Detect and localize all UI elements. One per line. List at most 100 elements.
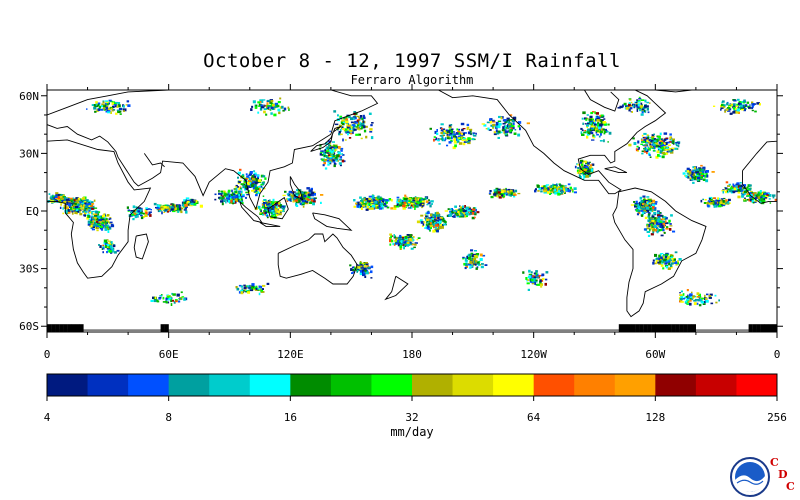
rain-pixel (547, 187, 550, 190)
rain-pixel (87, 213, 90, 216)
rain-pixel (253, 170, 256, 172)
rain-pixel (345, 120, 349, 123)
rain-pixel (582, 160, 585, 163)
rain-pixel (503, 128, 507, 131)
rain-pixel (331, 159, 334, 161)
rain-pixel (324, 149, 327, 151)
rain-pixel (577, 163, 580, 166)
rain-pixel (660, 150, 663, 153)
rain-pixel (599, 140, 603, 142)
rain-pixel (445, 132, 449, 135)
rain-pixel (77, 205, 81, 207)
rain-pixel (252, 174, 256, 176)
rain-pixel (675, 144, 680, 147)
rain-pixel (319, 152, 322, 156)
rain-pixel (220, 193, 223, 196)
rain-pixel (104, 226, 106, 229)
rain-pixel (142, 212, 145, 215)
rain-pixel (634, 204, 637, 206)
rain-pixel (344, 139, 347, 141)
rain-pixel (224, 191, 227, 193)
rain-pixel (730, 187, 733, 189)
rain-pixel (650, 136, 654, 139)
rain-pixel (421, 201, 425, 205)
rain-pixel (337, 128, 339, 131)
rain-pixel (410, 204, 413, 207)
rain-pixel (106, 246, 110, 248)
rain-pixel (255, 285, 258, 289)
rain-pixel (758, 191, 762, 194)
rain-pixel (333, 164, 336, 168)
rain-pixel (539, 283, 543, 286)
rain-pixel (378, 198, 382, 202)
rain-pixel (441, 219, 445, 222)
rain-pixel (433, 138, 435, 142)
rain-pixel (149, 211, 152, 214)
rain-pixel (396, 198, 399, 201)
rain-pixel (591, 126, 595, 128)
rain-pixel (671, 260, 675, 263)
rain-pixel (263, 199, 267, 201)
rain-pixel (596, 127, 600, 130)
rain-pixel (592, 111, 595, 113)
rain-pixel (474, 211, 476, 214)
rain-pixel (375, 206, 378, 209)
rain-pixel (746, 193, 749, 196)
rain-pixel (510, 193, 513, 196)
rain-pixel (603, 130, 607, 134)
rain-pixel (466, 140, 470, 143)
rain-pixel (393, 234, 395, 237)
rain-pixel (274, 208, 278, 212)
rain-pixel (647, 219, 651, 222)
rain-pixel (251, 175, 254, 178)
rain-pixel (379, 202, 384, 205)
rain-pixel (455, 213, 458, 216)
rain-pixel (656, 230, 659, 234)
rain-pixel (109, 250, 113, 253)
rain-pixel (637, 203, 640, 207)
rain-pixel (456, 214, 459, 218)
rain-pixel (634, 204, 637, 208)
rain-pixel (106, 214, 110, 217)
rain-pixel (95, 103, 98, 106)
rain-pixel (650, 233, 654, 236)
rain-pixel (171, 206, 175, 209)
rain-pixel (235, 197, 239, 200)
rain-pixel (723, 197, 726, 200)
rain-pixel (87, 223, 91, 226)
rain-pixel (577, 167, 579, 170)
rain-pixel (239, 186, 242, 188)
rain-pixel (401, 244, 405, 246)
rain-pixel (661, 223, 663, 226)
rain-pixel (511, 126, 515, 130)
rain-pixel (410, 205, 413, 209)
rain-pixel (55, 192, 59, 194)
rain-pixel (366, 201, 369, 204)
rain-pixel (75, 199, 79, 202)
rain-pixel (370, 277, 373, 279)
rain-pixel (469, 261, 473, 264)
rain-pixel (359, 202, 362, 205)
rain-pixel (687, 172, 690, 175)
rain-pixel (341, 126, 344, 129)
rain-pixel (337, 152, 341, 155)
rain-pixel (267, 201, 271, 203)
rain-pixel (375, 199, 379, 202)
rain-pixel (257, 205, 261, 209)
rain-pixel (667, 267, 671, 270)
rain-pixel (377, 204, 380, 208)
rain-pixel (607, 123, 610, 126)
rain-pixel (446, 144, 449, 147)
rain-pixel (192, 201, 195, 204)
rain-pixel (669, 150, 673, 153)
rain-pixel (654, 253, 658, 257)
rain-pixel (58, 200, 61, 203)
rain-pixel (161, 211, 163, 215)
rain-pixel (474, 207, 477, 210)
rain-pixel (373, 202, 376, 205)
rain-pixel (661, 145, 664, 148)
rain-pixel (295, 194, 299, 197)
rain-pixel (642, 144, 646, 146)
rain-pixel (338, 162, 342, 165)
rain-pixel (177, 210, 180, 213)
